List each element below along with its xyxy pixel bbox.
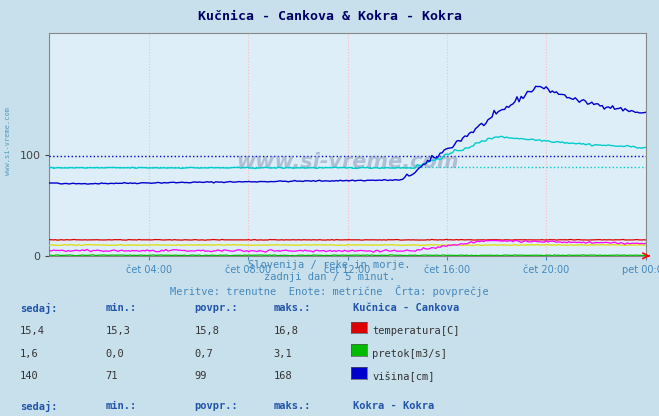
Text: 1,6: 1,6	[20, 349, 38, 359]
Text: Meritve: trenutne  Enote: metrične  Črta: povprečje: Meritve: trenutne Enote: metrične Črta: …	[170, 285, 489, 297]
Text: povpr.:: povpr.:	[194, 303, 238, 313]
Text: 0,0: 0,0	[105, 349, 124, 359]
Text: 15,4: 15,4	[20, 326, 45, 336]
Text: min.:: min.:	[105, 303, 136, 313]
Text: 168: 168	[273, 371, 292, 381]
Text: maks.:: maks.:	[273, 303, 311, 313]
Text: www.si-vreme.com: www.si-vreme.com	[5, 107, 11, 176]
Text: 16,8: 16,8	[273, 326, 299, 336]
Text: 140: 140	[20, 371, 38, 381]
Text: Kokra - Kokra: Kokra - Kokra	[353, 401, 434, 411]
Text: pretok[m3/s]: pretok[m3/s]	[372, 349, 447, 359]
Text: 15,3: 15,3	[105, 326, 130, 336]
Text: 0,7: 0,7	[194, 349, 213, 359]
Text: sedaj:: sedaj:	[20, 303, 57, 314]
Text: sedaj:: sedaj:	[20, 401, 57, 412]
Text: 15,8: 15,8	[194, 326, 219, 336]
Text: povpr.:: povpr.:	[194, 401, 238, 411]
Text: www.si-vreme.com: www.si-vreme.com	[237, 152, 459, 172]
Text: 3,1: 3,1	[273, 349, 292, 359]
Text: temperatura[C]: temperatura[C]	[372, 326, 460, 336]
Text: Kučnica - Cankova & Kokra - Kokra: Kučnica - Cankova & Kokra - Kokra	[198, 10, 461, 23]
Text: 71: 71	[105, 371, 118, 381]
Text: višina[cm]: višina[cm]	[372, 371, 435, 382]
Text: maks.:: maks.:	[273, 401, 311, 411]
Text: zadnji dan / 5 minut.: zadnji dan / 5 minut.	[264, 272, 395, 282]
Text: 99: 99	[194, 371, 207, 381]
Text: Kučnica - Cankova: Kučnica - Cankova	[353, 303, 459, 313]
Text: min.:: min.:	[105, 401, 136, 411]
Text: Slovenija / reke in morje.: Slovenija / reke in morje.	[248, 260, 411, 270]
